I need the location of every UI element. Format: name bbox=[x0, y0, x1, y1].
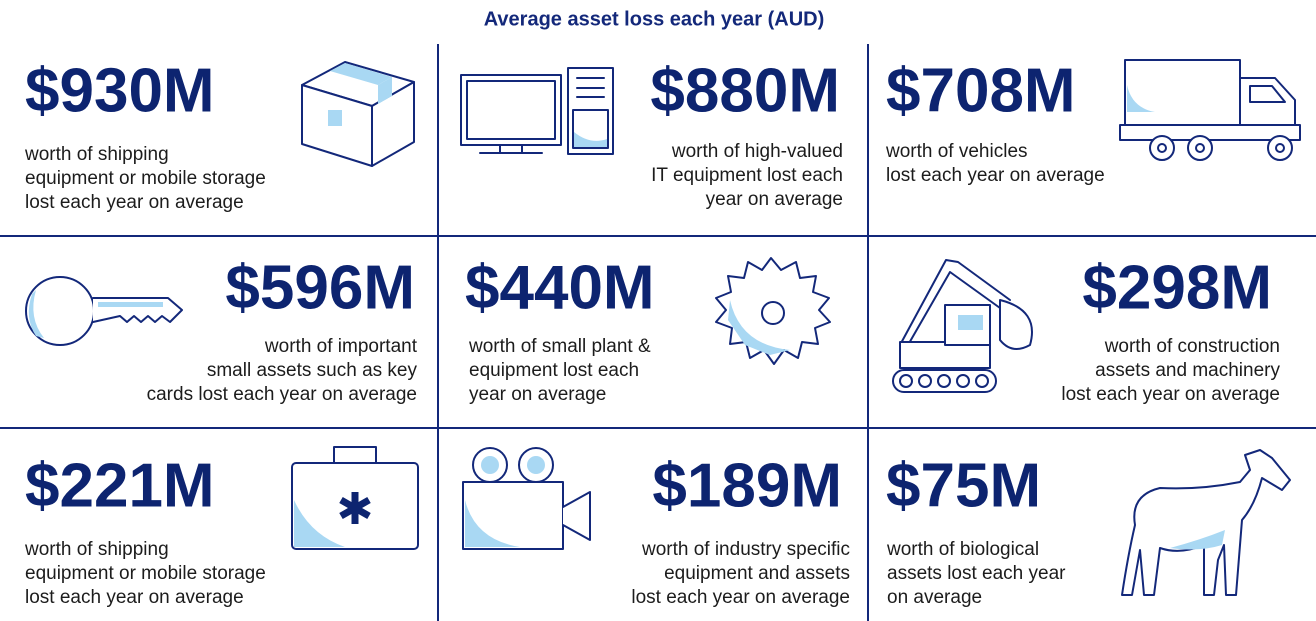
description-line: worth of construction bbox=[1104, 336, 1280, 357]
description-line: small assets such as key bbox=[207, 360, 418, 381]
description-line: worth of high-valued bbox=[671, 141, 843, 162]
saw-icon bbox=[716, 258, 830, 364]
description-line: lost each year on average bbox=[886, 165, 1105, 186]
title: Average asset loss each year (AUD) bbox=[484, 8, 825, 30]
computer-icon bbox=[461, 68, 613, 154]
amount: $596M bbox=[225, 253, 415, 322]
amount: $298M bbox=[1082, 253, 1272, 322]
key-icon bbox=[26, 277, 182, 345]
truck-icon bbox=[1120, 60, 1300, 160]
camera-icon bbox=[463, 448, 590, 549]
description-line: year on average bbox=[706, 189, 843, 210]
description-line: cards lost each year on average bbox=[147, 384, 417, 405]
infographic: Average asset loss each year (AUD) bbox=[0, 0, 1316, 621]
description-line: worth of shipping bbox=[24, 144, 169, 165]
description-line: equipment and assets bbox=[664, 563, 850, 584]
description-line: on average bbox=[887, 587, 982, 608]
amount: $75M bbox=[886, 451, 1041, 520]
description-line: worth of small plant & bbox=[468, 336, 651, 357]
description-line: lost each year on average bbox=[25, 192, 244, 213]
amount: $189M bbox=[652, 451, 842, 520]
description-line: equipment or mobile storage bbox=[25, 168, 266, 189]
description-line: worth of biological bbox=[886, 539, 1039, 560]
description-line: assets lost each year bbox=[887, 563, 1066, 584]
amount: $880M bbox=[650, 56, 840, 125]
amount: $221M bbox=[25, 451, 215, 520]
description-line: worth of important bbox=[264, 336, 418, 357]
excavator-icon bbox=[893, 260, 1032, 392]
description-line: worth of vehicles bbox=[885, 141, 1028, 162]
box-icon bbox=[302, 62, 414, 166]
description-line: year on average bbox=[469, 384, 606, 405]
medical-kit-icon bbox=[292, 447, 418, 549]
description-line: lost each year on average bbox=[25, 587, 244, 608]
description-line: assets and machinery bbox=[1095, 360, 1280, 381]
description-line: worth of shipping bbox=[24, 539, 169, 560]
goat-icon bbox=[1122, 450, 1290, 595]
description-line: worth of industry specific bbox=[641, 539, 850, 560]
description-line: equipment or mobile storage bbox=[25, 563, 266, 584]
description-line: IT equipment lost each bbox=[651, 165, 843, 186]
description-line: equipment lost each bbox=[469, 360, 639, 381]
amount: $708M bbox=[886, 56, 1076, 125]
amount: $440M bbox=[465, 253, 655, 322]
amount: $930M bbox=[25, 56, 215, 125]
description-line: lost each year on average bbox=[1061, 384, 1280, 405]
description-line: lost each year on average bbox=[631, 587, 850, 608]
grid-lines bbox=[0, 44, 1316, 621]
